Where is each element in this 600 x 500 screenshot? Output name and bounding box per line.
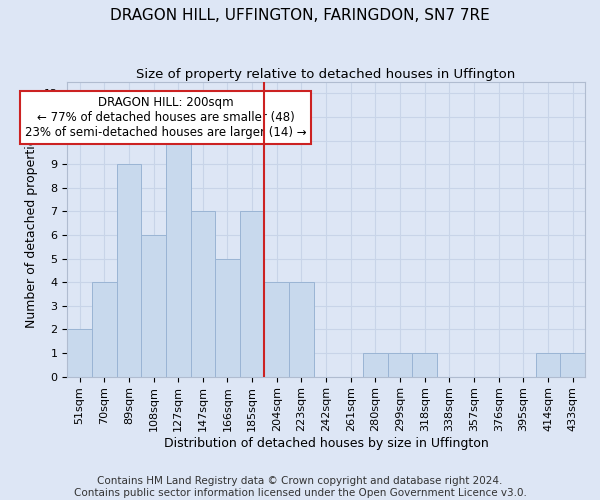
Text: DRAGON HILL: 200sqm
← 77% of detached houses are smaller (48)
23% of semi-detach: DRAGON HILL: 200sqm ← 77% of detached ho… — [25, 96, 307, 139]
Title: Size of property relative to detached houses in Uffington: Size of property relative to detached ho… — [136, 68, 516, 80]
Bar — [289, 282, 314, 376]
Bar — [363, 353, 388, 376]
Bar — [166, 140, 191, 376]
Text: DRAGON HILL, UFFINGTON, FARINGDON, SN7 7RE: DRAGON HILL, UFFINGTON, FARINGDON, SN7 7… — [110, 8, 490, 22]
Bar — [116, 164, 141, 376]
Bar — [92, 282, 116, 376]
X-axis label: Distribution of detached houses by size in Uffington: Distribution of detached houses by size … — [164, 437, 488, 450]
Bar — [536, 353, 560, 376]
Bar — [560, 353, 585, 376]
Bar — [265, 282, 289, 376]
Y-axis label: Number of detached properties: Number of detached properties — [25, 130, 38, 328]
Bar — [67, 330, 92, 376]
Bar — [412, 353, 437, 376]
Text: Contains HM Land Registry data © Crown copyright and database right 2024.
Contai: Contains HM Land Registry data © Crown c… — [74, 476, 526, 498]
Bar — [215, 258, 240, 376]
Bar — [191, 212, 215, 376]
Bar — [388, 353, 412, 376]
Bar — [141, 235, 166, 376]
Bar — [240, 212, 265, 376]
